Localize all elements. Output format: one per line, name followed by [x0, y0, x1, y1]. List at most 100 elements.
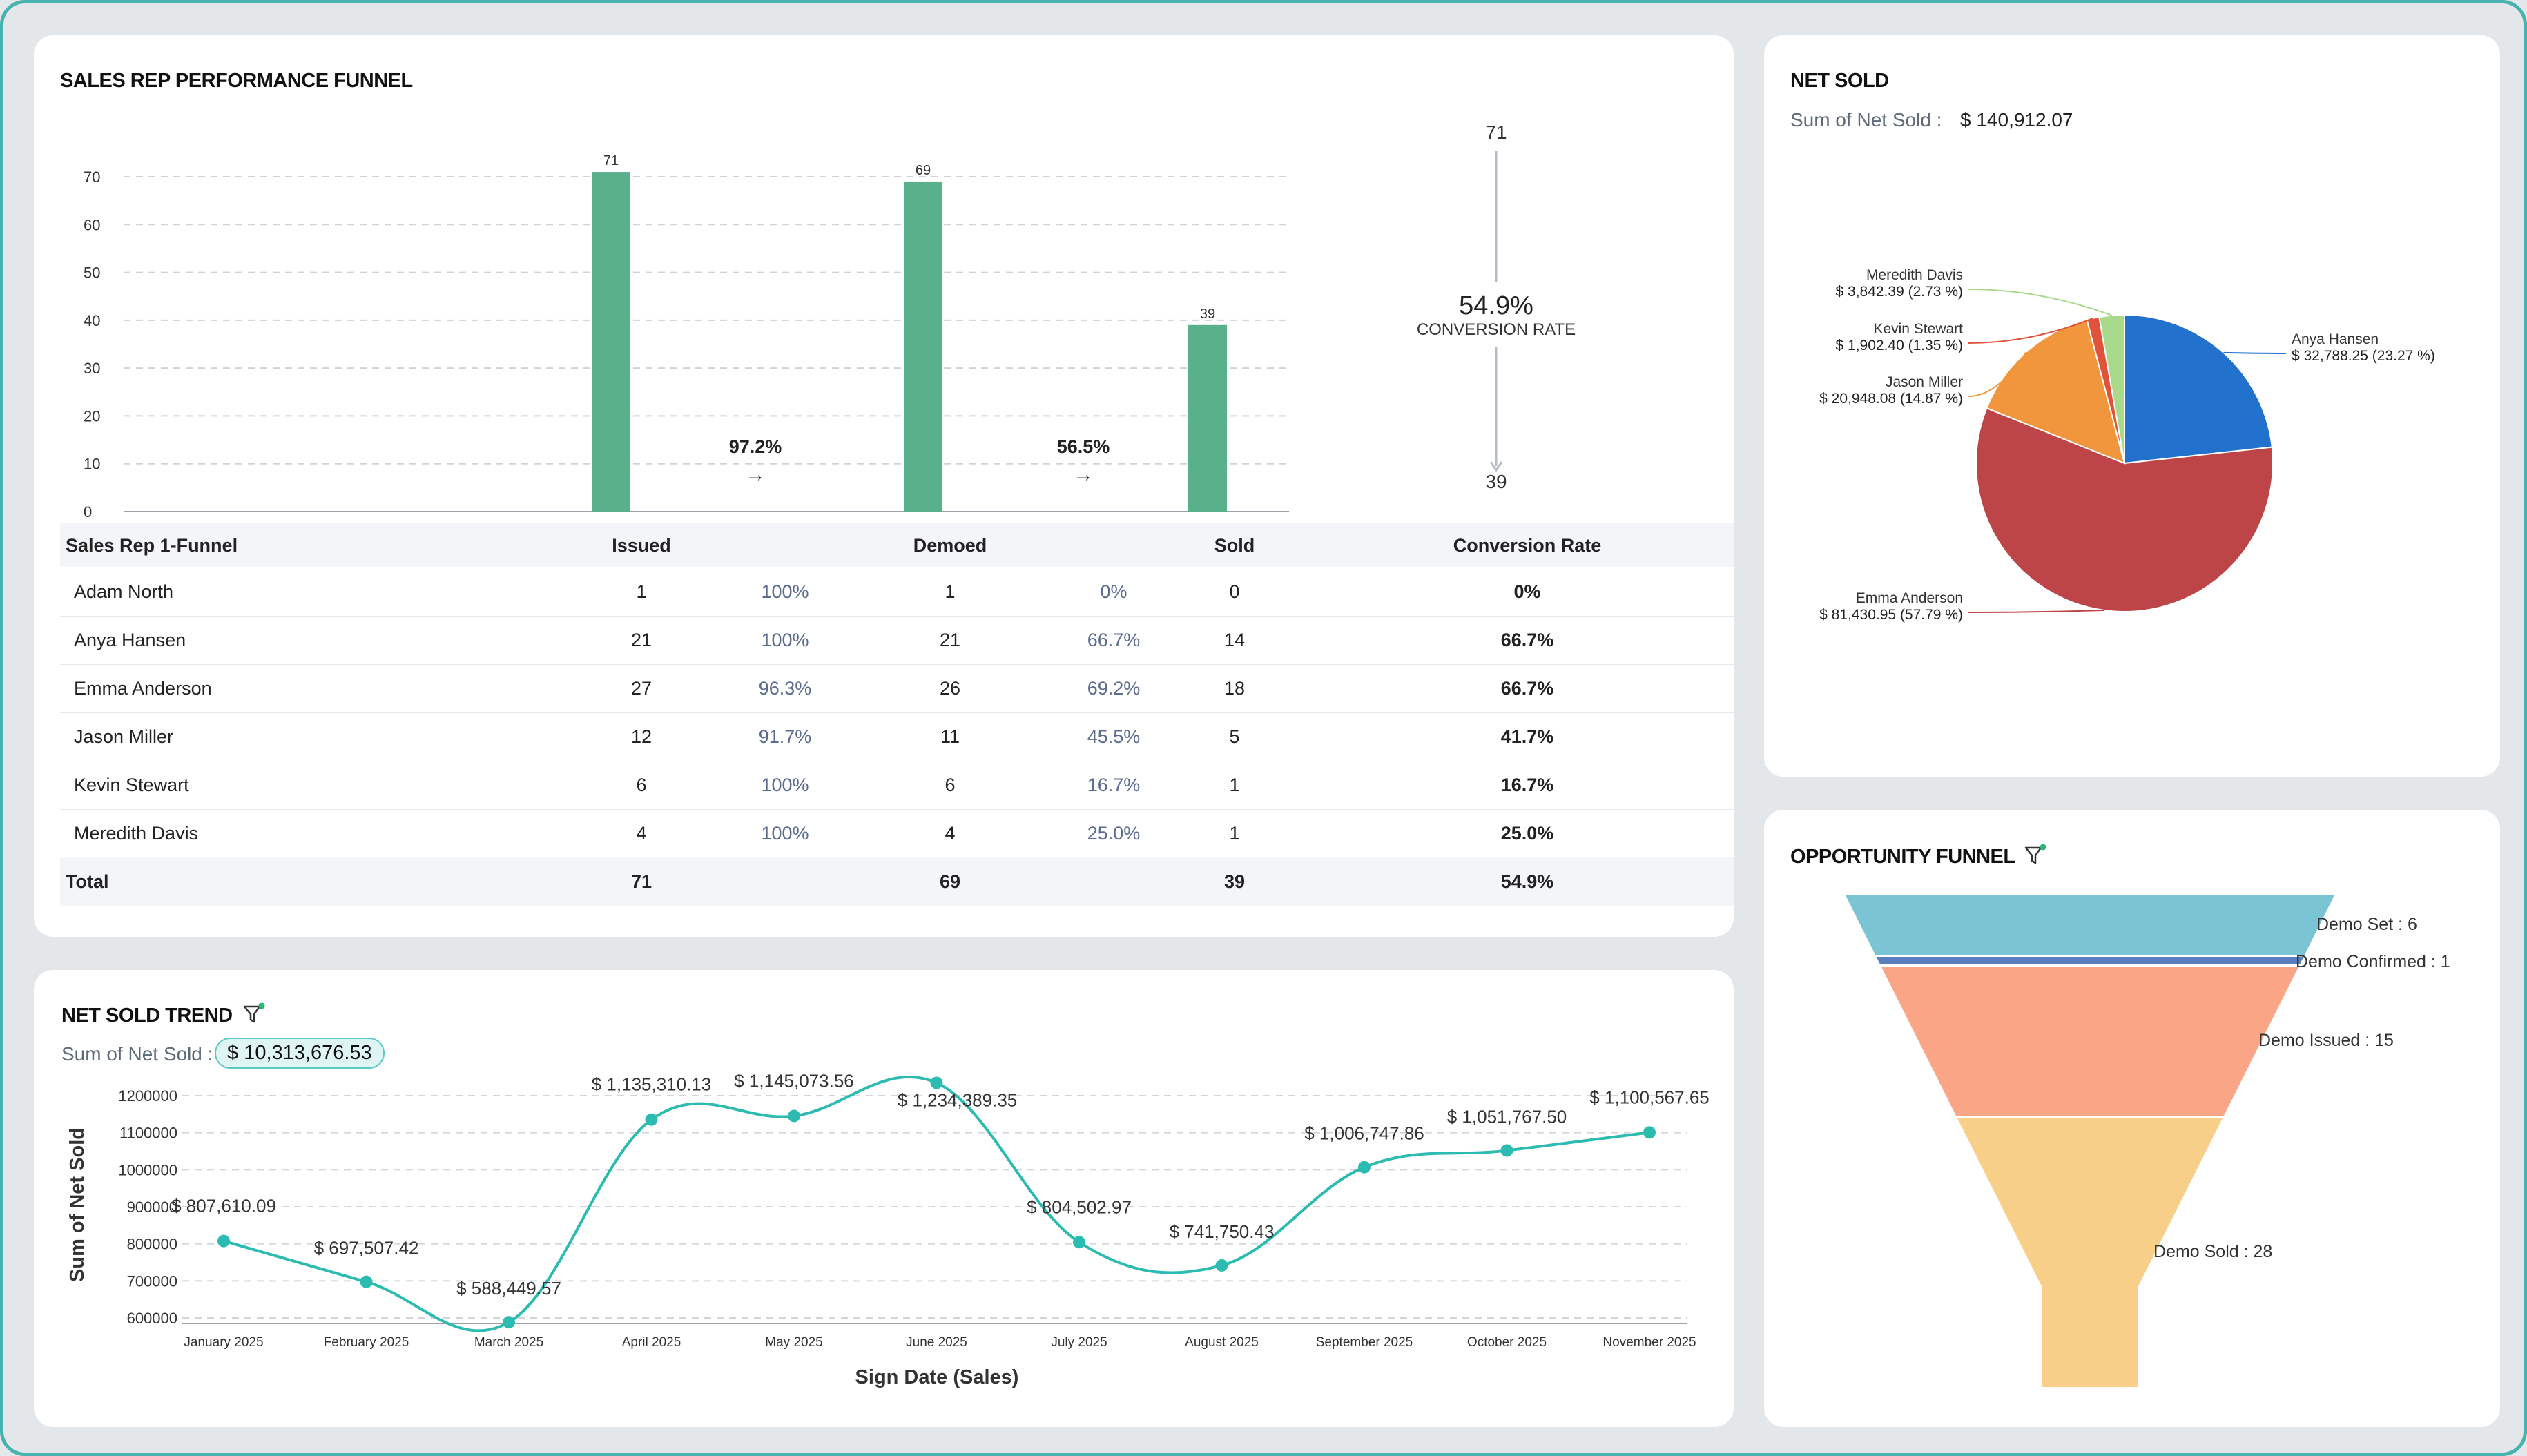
rep-name: Kevin Stewart [74, 774, 189, 795]
total-demoed: 69 [939, 871, 961, 892]
conversion-top-value: 71 [1485, 122, 1507, 143]
y-tick-label: 1100000 [119, 1125, 177, 1142]
x-tick-label: May 2025 [765, 1335, 822, 1350]
pie-slice-name: Anya Hansen [2292, 331, 2379, 347]
y-tick-label: 20 [84, 407, 100, 425]
demoed-pct: 0% [1100, 581, 1127, 602]
data-label: $ 1,051,767.50 [1447, 1107, 1567, 1127]
x-tick-label: April 2025 [622, 1335, 681, 1350]
conversion-label: CONVERSION RATE [1417, 320, 1576, 339]
table-row: Jason Miller 12 91.7% 11 45.5% 5 41.7% [60, 712, 1734, 761]
demoed-pct: 66.7% [1087, 629, 1141, 650]
x-tick-label: August 2025 [1185, 1335, 1259, 1350]
issued-count: 4 [636, 822, 647, 844]
y-tick-label: 800000 [127, 1236, 177, 1253]
demoed-count: 11 [940, 726, 960, 747]
sum-label: Sum of Net Sold : [61, 1043, 213, 1065]
data-point [1215, 1259, 1228, 1272]
pie-slice-value: $ 32,788.25 (23.27 %) [2292, 348, 2435, 364]
rep-name: Anya Hansen [74, 629, 186, 650]
demoed-pct: 25.0% [1087, 822, 1141, 844]
x-tick-label: February 2025 [324, 1335, 409, 1350]
series-line [223, 1075, 1650, 1332]
data-point [1358, 1161, 1371, 1174]
x-tick-label: November 2025 [1603, 1335, 1696, 1350]
total-issued: 71 [630, 871, 652, 892]
conversion-rate: 16.7% [1500, 774, 1554, 795]
y-tick-label: 10 [84, 456, 100, 473]
data-label: $ 1,234,389.35 [898, 1090, 1018, 1111]
column-header-conversion-rate[interactable]: Conversion Rate [1453, 534, 1602, 556]
data-point [503, 1316, 515, 1329]
data-label: $ 804,502.97 [1027, 1196, 1132, 1217]
table-row: Kevin Stewart 6 100% 6 16.7% 1 16.7% [60, 761, 1734, 810]
data-label: $ 1,100,567.65 [1589, 1087, 1710, 1107]
trend-card: NET SOLD TREND Sum of Net Sold : $ 10,31… [34, 970, 1734, 1427]
pie-slice-value: $ 3,842.39 (2.73 %) [1836, 284, 1963, 300]
funnel-segment [1957, 1118, 2223, 1387]
column-header-demoed[interactable]: Demoed [913, 534, 987, 556]
rep-name: Meredith Davis [74, 822, 199, 844]
bar [1188, 324, 1227, 512]
net-sold-pie-chart: Anya Hansen$ 32,788.25 (23.27 %) Emma And… [1819, 267, 2435, 623]
net-sold-card: NET SOLD Sum of Net Sold : $ 140,912.07 … [1764, 35, 2500, 777]
funnel-stage-label: Demo Set : 6 [2316, 915, 2417, 934]
issued-count: 6 [636, 774, 647, 795]
pie-slice [2098, 313, 2125, 464]
x-tick-label: July 2025 [1051, 1335, 1107, 1350]
pie-leader-line [1968, 610, 2104, 613]
data-label: $ 1,145,073.56 [734, 1070, 854, 1091]
table-row: Meredith Davis 4 100% 4 25.0% 1 25.0% [60, 809, 1734, 858]
pie-slice-name: Meredith Davis [1866, 267, 1963, 283]
demoed-pct: 69.2% [1087, 677, 1141, 699]
x-tick-label: March 2025 [474, 1335, 543, 1350]
x-tick-label: June 2025 [906, 1335, 967, 1350]
data-point [788, 1109, 800, 1123]
issued-pct: 100% [761, 629, 809, 650]
step-rate-label: 56.5% [1057, 436, 1110, 457]
filter-icon[interactable] [2022, 843, 2047, 868]
issued-count: 12 [630, 726, 652, 747]
pie-slice-name: Jason Miller [1886, 374, 1963, 390]
data-point [1073, 1236, 1085, 1249]
filter-icon[interactable] [241, 1002, 266, 1027]
column-header-rep[interactable]: Sales Rep 1-Funnel [66, 534, 238, 556]
pie-leader-line [1968, 351, 2027, 397]
pie-slice-value: $ 20,948.08 (14.87 %) [1819, 391, 1963, 407]
pie-slice [2124, 313, 2273, 465]
column-header-issued[interactable]: Issued [612, 534, 671, 556]
table-row: Emma Anderson 27 96.3% 26 69.2% 18 66.7% [60, 664, 1734, 713]
bar-value-label: 71 [603, 153, 619, 168]
data-point [930, 1076, 943, 1089]
arrow-right-icon: → [745, 463, 766, 486]
net-sold-trend-chart: 600000 700000 800000 900000 1000000 1100000 12… [66, 1070, 1710, 1388]
y-tick-label: 60 [84, 216, 100, 233]
step-rate-label: 97.2% [729, 436, 782, 457]
data-point [360, 1275, 373, 1288]
demoed-count: 4 [945, 822, 956, 844]
pie-leader-line [1968, 289, 2112, 316]
funnel-leader-line [2292, 959, 2296, 962]
sold-count: 18 [1223, 677, 1246, 699]
column-header-sold[interactable]: Sold [1214, 534, 1255, 556]
pie-slice-name: Emma Anderson [1856, 590, 1963, 606]
bar-value-label: 69 [916, 163, 931, 178]
rep-name: Adam North [74, 581, 174, 602]
bar [904, 181, 942, 512]
conversion-arrow-head [1489, 461, 1503, 472]
issued-pct: 91.7% [758, 726, 812, 747]
demoed-pct: 16.7% [1087, 774, 1141, 795]
funnel-stage-label: Demo Confirmed : 1 [2296, 952, 2450, 971]
sum-label: Sum of Net Sold : [1790, 109, 1942, 130]
bar [592, 172, 630, 512]
data-label: $ 1,135,310.13 [592, 1074, 712, 1095]
funnel-segment [1876, 957, 2304, 964]
data-point [217, 1234, 230, 1248]
x-tick-label: September 2025 [1316, 1335, 1413, 1350]
data-point [645, 1113, 658, 1126]
x-tick-label: October 2025 [1467, 1335, 1547, 1350]
issued-count: 1 [636, 581, 647, 602]
y-tick-label: 700000 [127, 1272, 177, 1290]
funnel-segment [1881, 967, 2299, 1116]
